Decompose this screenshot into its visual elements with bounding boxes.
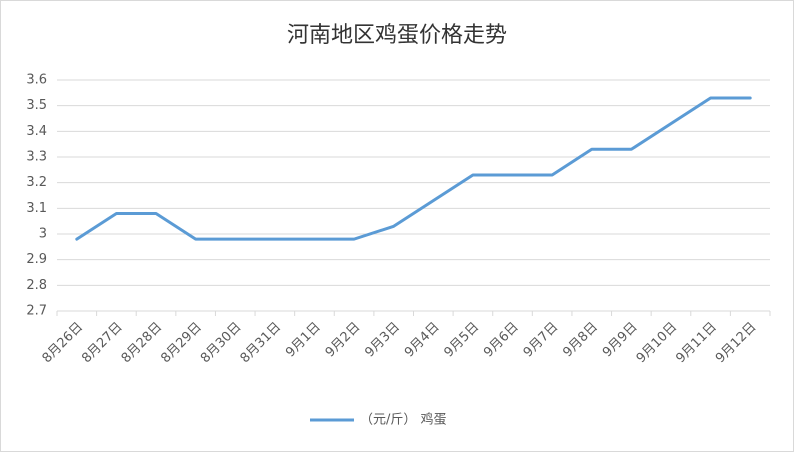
y-tick-label: 3.4 bbox=[26, 124, 47, 139]
y-tick-label: 3.5 bbox=[26, 98, 47, 113]
y-tick-label: 3 bbox=[39, 227, 47, 242]
y-tick-label: 2.9 bbox=[26, 252, 47, 267]
chart-title: 河南地区鸡蛋价格走势 bbox=[287, 23, 507, 48]
line bbox=[75, 96, 752, 241]
y-tick-label: 3.6 bbox=[26, 73, 47, 88]
y-tick-label: 3.1 bbox=[26, 201, 47, 216]
y-tick-label: 3.3 bbox=[26, 150, 47, 165]
y-tick-label: 3.2 bbox=[26, 175, 47, 190]
legend-label: （元/斤） 鸡蛋 bbox=[360, 412, 447, 428]
y-tick-label: 2.7 bbox=[26, 304, 47, 319]
y-tick-label: 2.8 bbox=[26, 278, 47, 293]
